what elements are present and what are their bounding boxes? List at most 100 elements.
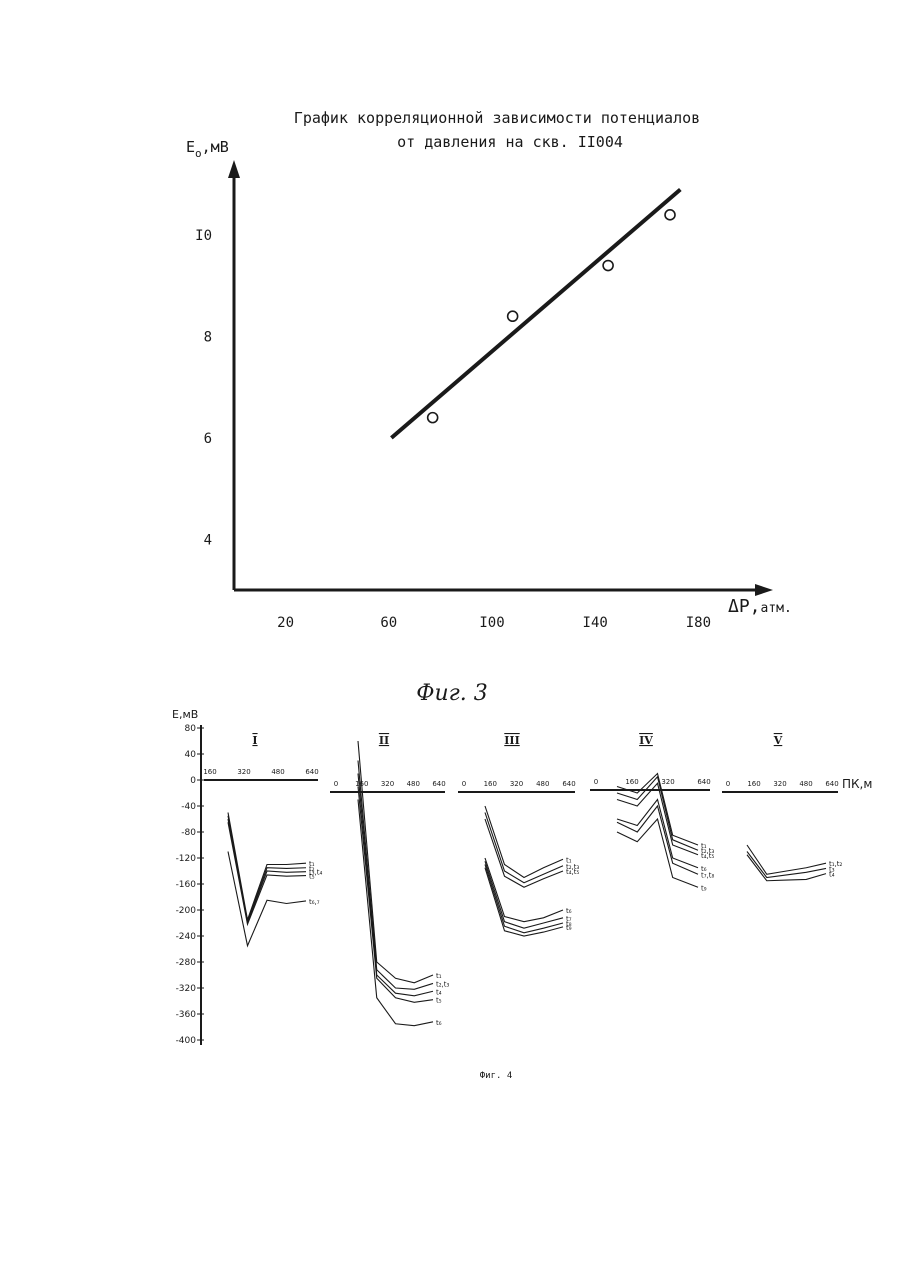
fig4-x-tick-label: 0 — [594, 778, 598, 786]
fig4-y-label: E,мВ — [172, 708, 198, 721]
fig4-y-tick-label: -40 — [181, 802, 196, 812]
fig3-title: График корреляционной зависимости потенц… — [294, 109, 700, 127]
fig4-panel-label: III — [504, 734, 519, 747]
fig4-series-line — [228, 813, 306, 920]
fig4-y-tick-label: -160 — [176, 880, 197, 890]
fig4-y-tick-label: -200 — [176, 906, 197, 916]
fig4-panel-3: III0160320480640t₁t₂,t₃t₄,t₅t₆t₇t₈t₉ — [458, 734, 580, 936]
fig3-x-tick-label: I00 — [479, 615, 504, 631]
fig4-y-tick-label: 0 — [190, 776, 196, 786]
fig4-series-label: t₁ — [436, 972, 442, 980]
fig4-series-line — [617, 800, 698, 868]
fig4-series-label: t₄,t₅ — [701, 852, 715, 860]
fig3-y-tick-label: I0 — [195, 228, 212, 244]
fig3-data-point — [428, 413, 438, 423]
fig4-series-label: t₆,₇ — [309, 898, 320, 906]
fig4-series-line — [747, 852, 826, 878]
fig4-panel-2: II0160320480640t₁t₂,t₃t₄t₅t₆ — [330, 734, 450, 1027]
fig4-x-tick-label: 160 — [747, 780, 760, 788]
fig3-y-axis-arrow — [228, 160, 240, 178]
fig4-series-label: t₅ — [309, 873, 315, 881]
fig4-series-label: t₉ — [566, 924, 572, 932]
fig4-x-label: ПК,м — [842, 777, 872, 791]
fig4-x-tick-label: 480 — [271, 768, 284, 776]
fig3-x-tick-label: I40 — [583, 615, 608, 631]
fig4-x-tick-label: 640 — [697, 778, 710, 786]
fig4-panel-4: IV0160320640t₁t₂,t₃t₄,t₅t₆t₇,t₈t₉ — [590, 734, 715, 892]
fig4-x-tick-label: 480 — [536, 780, 549, 788]
fig4-series-line — [358, 800, 433, 1026]
fig3-x-tick-label: I80 — [686, 615, 711, 631]
fig4-panel-1: I160320480640t₁t₂t₃,t₄t₅t₆,₇ — [203, 734, 322, 946]
fig4-y-tick-label: -240 — [176, 932, 197, 942]
fig3-y-ticks: 4 6 8 I0 — [195, 228, 212, 548]
fig4-series-label: t₆ — [436, 1019, 442, 1027]
fig3-x-ticks: 20 60 I00 I40 I80 — [277, 615, 711, 631]
fig4-y-tick-label: -280 — [176, 958, 197, 968]
fig4-x-tick-label: 320 — [773, 780, 786, 788]
fig4-panel-label: IV — [639, 734, 653, 747]
fig4-y-tick-label: 80 — [185, 724, 197, 734]
fig3-data-point — [665, 210, 675, 220]
fig4-series-label: t₂,t₃ — [436, 980, 450, 988]
fig3-chart: График корреляционной зависимости потенц… — [186, 109, 792, 706]
fig4-x-tick-label: 320 — [510, 780, 523, 788]
fig4-y-tick-label: -80 — [181, 828, 196, 838]
fig4-panel-label: V — [773, 734, 783, 747]
fig3-x-tick-label: 60 — [380, 615, 397, 631]
fig4-y-ticks: 80 40 0 -40 -80 -120 -160 -200 -240 -280 -320 -360 -… — [176, 724, 204, 1046]
fig4-series-label: t₆ — [566, 907, 572, 915]
fig4-series-line — [485, 806, 563, 878]
fig4-series-label: t₄,t₅ — [566, 868, 580, 876]
fig3-data-point — [508, 311, 518, 321]
fig4-series-line — [617, 819, 698, 887]
fig4-x-tick-label: 160 — [625, 778, 638, 786]
fig4-x-tick-label: 320 — [661, 778, 674, 786]
fig3-y-tick-label: 8 — [204, 330, 212, 346]
fig4-x-tick-label: 0 — [462, 780, 466, 788]
fig4-y-tick-label: -360 — [176, 1010, 197, 1020]
fig4-series-line — [617, 777, 698, 850]
fig3-data-point — [603, 261, 613, 271]
fig4-panel-label: I — [252, 734, 257, 747]
fig4-series-line — [358, 741, 433, 983]
fig4-panel-5: V0160320480640t₁,t₂t₃t₄ — [722, 734, 843, 881]
fig4-x-tick-label: 640 — [562, 780, 575, 788]
fig3-fit-line — [391, 189, 680, 437]
fig4-series-label: t₇,t₈ — [701, 871, 715, 879]
fig4-x-tick-label: 320 — [237, 768, 250, 776]
fig4-panels: I160320480640t₁t₂t₃,t₄t₅t₆,₇II0160320480… — [203, 734, 842, 1027]
fig4-x-tick-label: 0 — [334, 780, 338, 788]
fig4-x-tick-label: 160 — [484, 780, 497, 788]
fig4-x-tick-label: 480 — [407, 780, 420, 788]
fig3-x-tick-label: 20 — [277, 615, 294, 631]
fig3-y-tick-label: 4 — [204, 532, 212, 548]
fig4-series-label: t₉ — [701, 884, 707, 892]
fig4-caption: Фиг. 4 — [480, 1071, 513, 1081]
fig3-y-label: Eo,мВ — [186, 138, 229, 160]
fig4-y-tick-label: 40 — [185, 750, 197, 760]
fig3-subtitle: от давления на скв. II004 — [397, 133, 623, 151]
fig4-x-tick-label: 320 — [381, 780, 394, 788]
fig4-x-tick-label: 160 — [203, 768, 216, 776]
fig4-y-tick-label: -320 — [176, 984, 197, 994]
fig4-series-label: t₄ — [829, 871, 835, 879]
fig4-series-line — [485, 858, 563, 922]
fig3-caption: Фиг. 3 — [416, 681, 488, 706]
fig4-x-tick-label: 640 — [825, 780, 838, 788]
fig3-y-tick-label: 6 — [204, 431, 212, 447]
fig4-series-line — [485, 813, 563, 883]
fig4-series-label: t₄ — [436, 988, 442, 996]
fig4-y-tick-label: -120 — [176, 854, 197, 864]
fig4-y-tick-label: -400 — [176, 1036, 197, 1046]
fig3-fit-line-group — [391, 189, 680, 437]
fig4-x-tick-label: 640 — [305, 768, 318, 776]
fig4-x-tick-label: 480 — [799, 780, 812, 788]
fig4-series-label: t₅ — [436, 997, 442, 1005]
fig4-x-tick-label: 0 — [726, 780, 730, 788]
fig3-x-label: ΔP,атм. — [728, 596, 792, 617]
fig4-x-tick-label: 640 — [432, 780, 445, 788]
fig3-y-label-sub: o — [195, 147, 202, 160]
fig3-x-axis-arrow — [755, 584, 773, 596]
